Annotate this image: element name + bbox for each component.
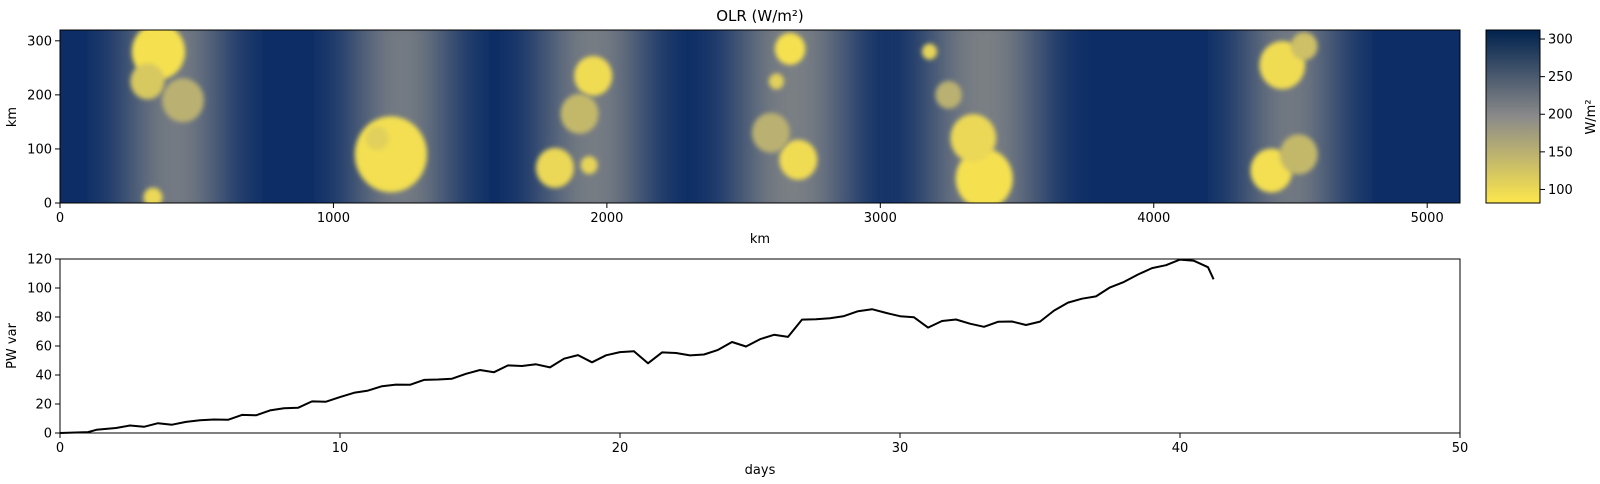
x-tick-label: 20	[612, 441, 629, 456]
y-tick-label: 80	[35, 311, 52, 326]
convective-cell	[365, 126, 389, 151]
y-tick-label: 0	[44, 197, 52, 212]
convective-cell	[1279, 134, 1318, 175]
colorbar-gradient	[1485, 29, 1541, 204]
x-tick-label: 30	[892, 441, 909, 456]
convective-cell	[751, 112, 790, 153]
line-panel: 0 10 20 30 40 50 0 20 40 60 80 100 120 days PW var	[5, 253, 1468, 479]
y-tick-label: 0	[44, 427, 52, 442]
colorbar-tick-label: 250	[1548, 70, 1573, 85]
convective-cell	[950, 114, 997, 163]
x-tick-label: 40	[1172, 441, 1189, 456]
convective-cell	[560, 93, 599, 134]
heatmap-x-ticks: 0 1000 2000 3000 4000 5000	[56, 203, 1444, 226]
convective-cell	[574, 55, 613, 96]
y-tick-label: 300	[27, 34, 52, 49]
line-x-ticks: 0 10 20 30 40 50	[56, 433, 1468, 456]
convective-cell	[130, 63, 165, 100]
y-tick-label: 200	[27, 88, 52, 103]
colorbar-label: W/m²	[1584, 99, 1599, 134]
x-tick-label: 4000	[1137, 211, 1170, 226]
convective-cell	[768, 73, 785, 90]
y-tick-label: 120	[27, 253, 52, 268]
y-tick-label: 60	[35, 340, 52, 355]
colorbar-tick-label: 150	[1548, 145, 1573, 160]
heatmap-y-label: km	[5, 107, 20, 127]
convective-cell	[955, 148, 1013, 203]
convective-cell	[580, 156, 598, 175]
colorbar: 100 150 200 250 300 W/m²	[1485, 29, 1599, 204]
convective-cell	[162, 78, 204, 123]
line-y-label: PW var	[5, 322, 20, 368]
convective-cell	[143, 187, 163, 203]
convective-cell	[1290, 32, 1318, 61]
colorbar-tick-label: 300	[1548, 33, 1573, 48]
x-tick-label: 0	[56, 211, 64, 226]
x-tick-label: 10	[332, 441, 349, 456]
y-tick-label: 40	[35, 369, 52, 384]
y-tick-label: 20	[35, 398, 52, 413]
convective-cell	[935, 80, 962, 109]
x-tick-label: 50	[1452, 441, 1469, 456]
heatmap-y-ticks: 0 100 200 300	[27, 34, 60, 212]
line-y-ticks: 0 20 40 60 80 100 120	[27, 253, 60, 442]
colorbar-tick-label: 200	[1548, 108, 1573, 123]
line-x-label: days	[745, 463, 776, 478]
convective-cell	[774, 32, 806, 65]
heatmap-panel: OLR (W/m²) 0 1000 2000 3000 4000 5000 0 100 200…	[5, 7, 1461, 247]
y-tick-label: 100	[27, 142, 52, 157]
x-tick-label: 1000	[317, 211, 350, 226]
convective-cell	[354, 116, 427, 193]
pw-variance-line	[59, 258, 1215, 434]
x-tick-label: 3000	[864, 211, 897, 226]
x-tick-label: 5000	[1411, 211, 1444, 226]
x-tick-label: 0	[56, 441, 64, 456]
y-tick-label: 100	[27, 282, 52, 297]
x-tick-label: 2000	[590, 211, 623, 226]
convective-cell	[535, 147, 574, 188]
convective-cell	[779, 139, 818, 180]
colorbar-ticks: 100 150 200 250 300	[1540, 33, 1573, 198]
convective-cell	[921, 43, 938, 60]
line-plot-area	[59, 258, 1461, 434]
colorbar-tick-label: 100	[1548, 183, 1573, 198]
heatmap-x-label: km	[750, 232, 770, 247]
heatmap-cells	[130, 30, 1318, 203]
heatmap-title: OLR (W/m²)	[716, 7, 804, 25]
heatmap-frame	[59, 29, 1461, 204]
